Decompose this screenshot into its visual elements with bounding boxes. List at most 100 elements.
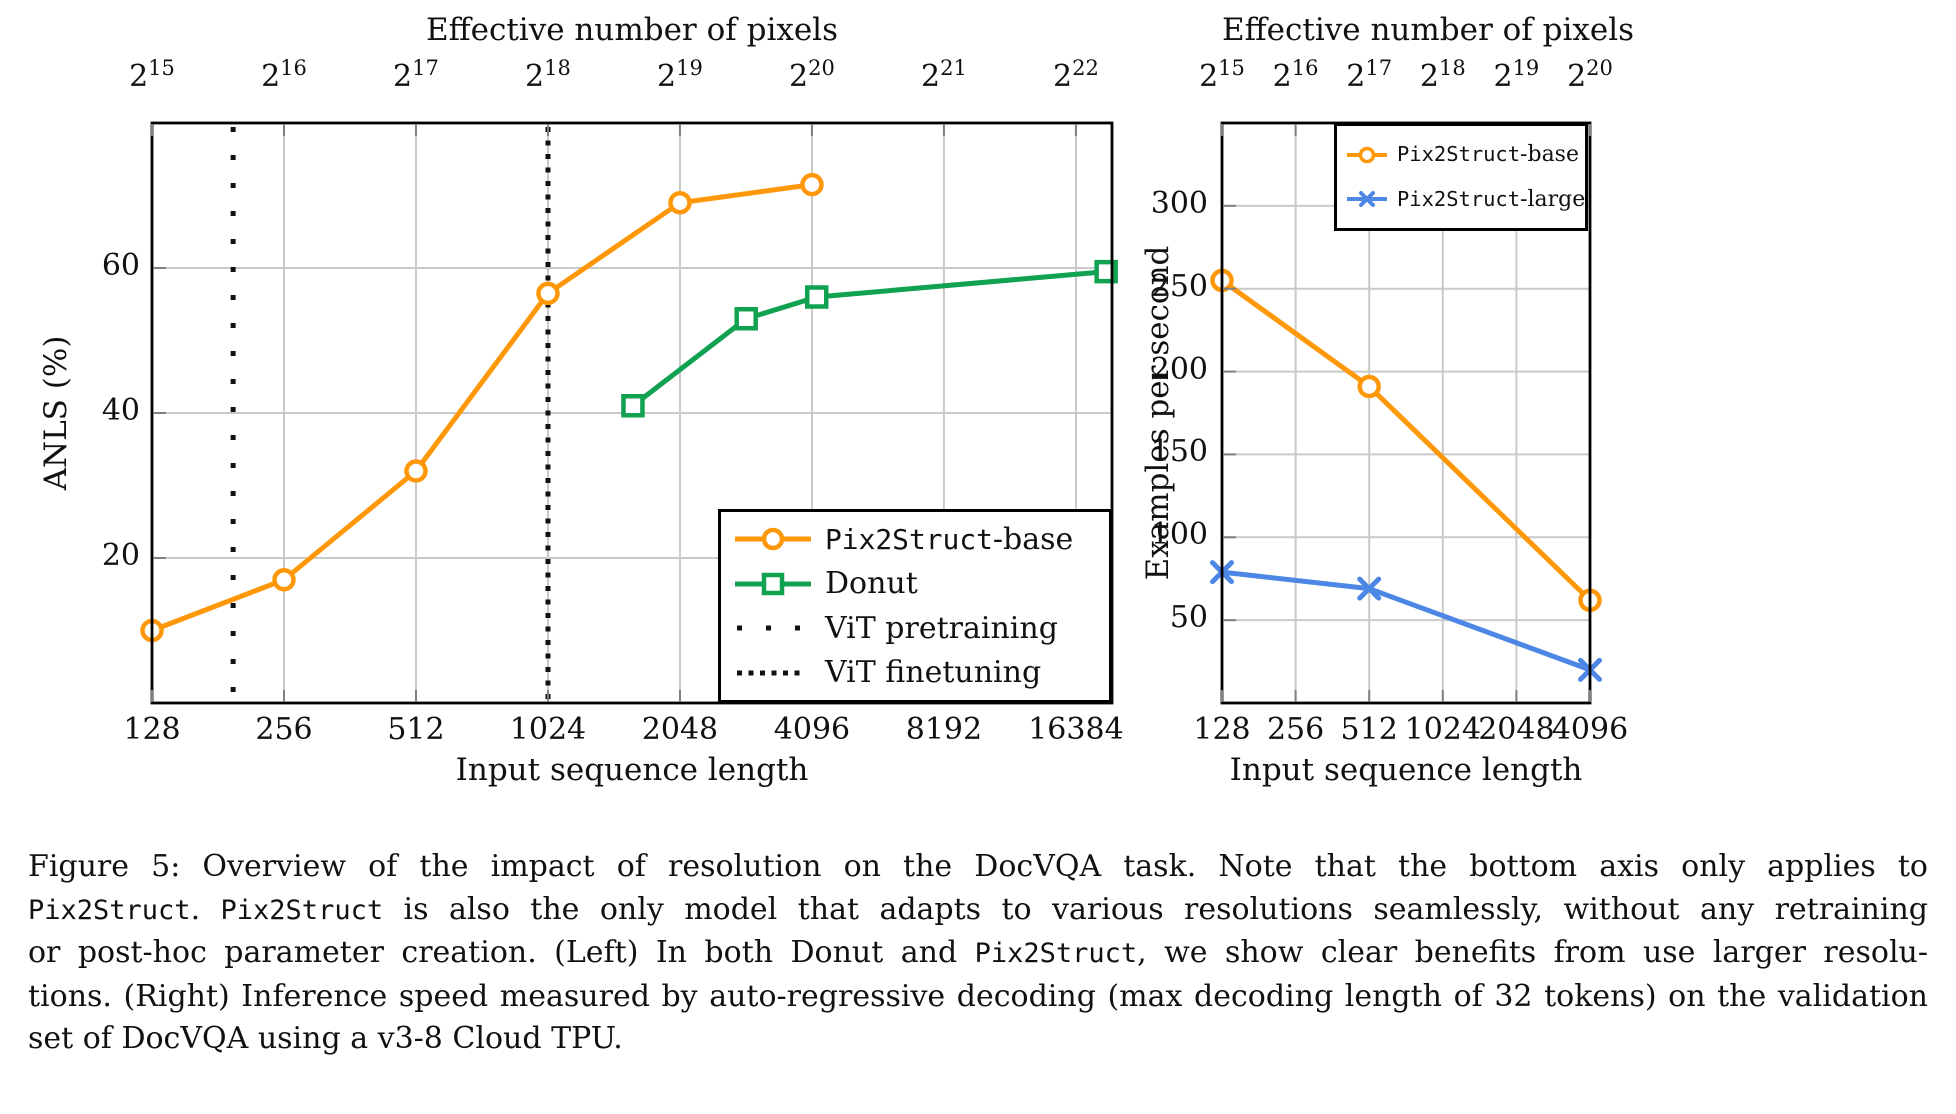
legend-label-text: Pix2Struct (825, 522, 993, 556)
top-tick-label: 220 (1567, 56, 1613, 94)
caption-line: set of DocVQA using a v3-8 Cloud TPU. (28, 1018, 1928, 1061)
y-tick-label: 40 (101, 393, 140, 428)
series-marker-square (804, 285, 829, 309)
top-tick-label: 221 (921, 56, 967, 94)
x-tick-label: 1024 (509, 712, 587, 747)
legend-label-text: -base (992, 521, 1074, 557)
x-tick-label: 256 (1266, 712, 1325, 747)
series-marker-circle (668, 191, 692, 215)
series-marker-circle (404, 459, 428, 483)
legend-label: Pix2Struct-large (1397, 187, 1585, 212)
right-chart-top-axis-title: Effective number of pixels (1222, 12, 1635, 48)
caption-text-segment: . (190, 891, 221, 927)
top-tick-label: 217 (1346, 56, 1393, 94)
legend-entry: ViT pretraining (721, 611, 1109, 646)
x-tick-label: 2048 (641, 712, 719, 747)
legend-sample-line-circle (735, 527, 811, 551)
series-marker-circle (272, 568, 296, 592)
legend-sample-dots-dense (737, 670, 800, 676)
y-tick-label: 300 (1150, 185, 1208, 221)
x-tick-label: 128 (123, 712, 181, 747)
legend-label: Pix2Struct-base (1397, 142, 1579, 167)
top-tick-label: 216 (1272, 56, 1319, 94)
top-tick-label: 215 (129, 56, 175, 94)
top-tick-label: 222 (1053, 56, 1099, 94)
legend-entry: Pix2Struct-base (1337, 139, 1585, 171)
x-tick-label: 256 (255, 712, 313, 747)
caption-line: Figure 5: Overview of the impact of reso… (28, 846, 1928, 889)
top-tick-label: 219 (657, 56, 703, 94)
top-tick-label: 216 (261, 56, 307, 94)
top-tick-label: 217 (393, 56, 439, 94)
caption-text-segment: or post-hoc parameter creation. (Left) I… (28, 935, 975, 971)
x-tick-label: 512 (1340, 712, 1398, 747)
left-chart-legend: Pix2Struct-base Donut ViT pretraining ViT f… (718, 509, 1112, 703)
legend-sample-dots-sparse (737, 625, 800, 631)
y-tick-label: 250 (1150, 268, 1208, 304)
caption-mono-segment: Pix2Struct (28, 894, 191, 926)
legend-label: ViT pretraining (825, 611, 1058, 646)
caption-text-segment: Figure 5: Overview of the impact of reso… (28, 849, 1928, 884)
legend-label: ViT finetuning (825, 655, 1041, 690)
legend-label-text: Pix2Struct (1397, 186, 1521, 211)
legend-label-text: Pix2Struct (1397, 142, 1521, 167)
series-marker-square (734, 307, 758, 331)
charts-canvas (140, 121, 1602, 705)
top-tick-label: 215 (1199, 56, 1245, 94)
legend-sample-line-square (735, 572, 811, 595)
caption-line: Pix2Struct. Pix2Struct is also the only … (28, 889, 1928, 933)
legend-label-text: Donut (825, 566, 918, 602)
figure-caption: Figure 5: Overview of the impact of reso… (28, 846, 1928, 1061)
y-tick-label: 60 (101, 248, 140, 283)
x-tick-label: 128 (1193, 712, 1251, 747)
legend-label: Pix2Struct-base (825, 522, 1073, 557)
legend-label-text: ViT finetuning (825, 655, 1042, 691)
series-line-pix2struct-base (1219, 277, 1593, 603)
x-tick-label: 2048 (1478, 712, 1555, 747)
caption-mono-segment: Pix2Struct (220, 894, 384, 926)
x-tick-label: 16384 (1028, 712, 1124, 747)
y-tick-label: 150 (1150, 434, 1208, 470)
plot-border (150, 121, 1114, 705)
y-tick-label: 100 (1150, 517, 1208, 553)
legend-label-text: -large (1520, 186, 1586, 212)
legend-entry: ViT finetuning (721, 655, 1109, 690)
left-chart-x-axis-title: Input sequence length (455, 752, 809, 788)
caption-line: or post-hoc parameter creation. (Left) I… (28, 932, 1928, 976)
series-marker-x (1357, 576, 1382, 601)
right-chart-legend: Pix2Struct-base Pix2Struct-large (1334, 123, 1588, 231)
y-tick-label: 200 (1150, 351, 1208, 387)
top-tick-label: 219 (1493, 56, 1540, 94)
series-line-pix2struct-base (149, 182, 815, 633)
y-tick-label: 20 (101, 538, 140, 573)
series-marker-circle (1357, 374, 1381, 399)
series-marker-square (621, 394, 645, 418)
x-tick-label: 1024 (1404, 712, 1481, 747)
legend-sample-line-x (1347, 191, 1387, 208)
y-tick-label: 50 (1169, 600, 1208, 636)
caption-text-segment: , we show clear benefits from use larger… (1137, 935, 1928, 971)
top-tick-label: 220 (789, 56, 835, 94)
right-chart-x-axis-title: Input sequence length (1229, 752, 1583, 788)
series-line-donut (630, 269, 1109, 409)
legend-label-text: ViT pretraining (825, 610, 1058, 646)
x-tick-label: 512 (387, 712, 445, 747)
caption-text-segment: tions. (Right) Inference speed measured … (28, 978, 1928, 1014)
legend-entry: Pix2Struct-base (721, 522, 1109, 557)
series-marker-circle (800, 172, 824, 197)
legend-entry: Donut (721, 566, 1109, 601)
caption-text-segment: is also the only model that adapts to va… (383, 891, 1928, 927)
legend-label: Donut (825, 566, 918, 601)
legend-entry: Pix2Struct-large (1337, 183, 1585, 215)
caption-mono-segment: Pix2Struct (974, 938, 1138, 970)
top-tick-label: 218 (1419, 56, 1466, 94)
legend-label-text: -base (1520, 142, 1579, 168)
top-tick-label: 218 (525, 56, 571, 94)
caption-line: tions. (Right) Inference speed measured … (28, 976, 1928, 1019)
caption-text-segment: set of DocVQA using a v3-8 Cloud TPU. (28, 1021, 623, 1057)
legend-sample-line-circle (1347, 146, 1387, 163)
x-tick-label: 4096 (773, 712, 851, 747)
left-chart-top-axis-title: Effective number of pixels (425, 12, 839, 48)
x-tick-label: 4096 (1551, 712, 1629, 747)
